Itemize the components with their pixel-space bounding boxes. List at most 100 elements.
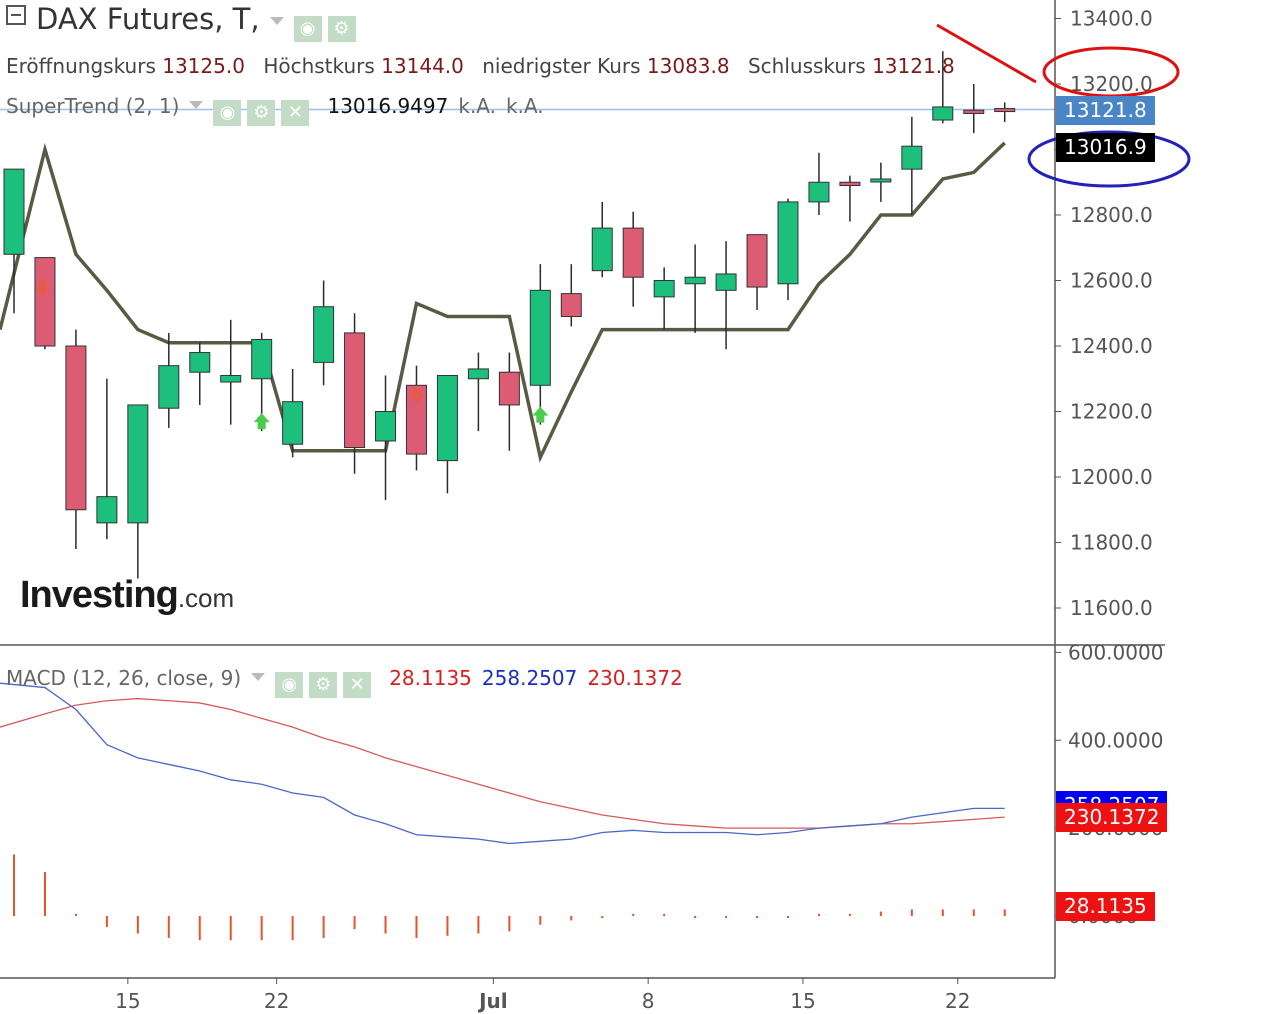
sell-signal-arrow	[408, 387, 425, 404]
eye-icon[interactable]: ◉	[275, 672, 304, 698]
supertrend-value: 13016.9497	[327, 94, 449, 118]
candle	[189, 342, 211, 405]
open-value: 13125.0	[162, 54, 245, 78]
time-tick-label: Jul	[477, 989, 508, 1013]
candle	[622, 211, 644, 307]
supertrend-price-tag: 13016.9	[1056, 132, 1155, 162]
macd-tick-label: 400.0000	[1068, 728, 1163, 752]
gear-icon[interactable]: ⚙	[327, 16, 356, 42]
candle	[963, 84, 985, 134]
candle-body	[344, 332, 366, 449]
investing-logo: Investing.com	[20, 574, 234, 617]
candle-body	[251, 338, 273, 380]
macd-line-value: 258.2507	[481, 666, 578, 690]
candle-body	[684, 276, 706, 285]
sell-signal-arrow	[34, 279, 51, 296]
time-tick-label: 22	[264, 989, 289, 1013]
candle	[498, 352, 520, 451]
time-tick-label: 8	[642, 989, 655, 1013]
macd-signal-line	[0, 697, 1005, 829]
gear-icon[interactable]: ⚙	[247, 100, 276, 126]
candle-body	[622, 227, 644, 278]
candle-body	[591, 227, 613, 272]
candle-body	[65, 345, 87, 511]
candle	[375, 375, 397, 500]
candle-body	[158, 365, 180, 409]
supertrend-label: SuperTrend (2, 1)	[6, 94, 180, 118]
eye-icon[interactable]: ◉	[213, 100, 242, 126]
chart-title-text: DAX Futures, T,	[36, 2, 260, 36]
macd-panel	[0, 682, 1006, 941]
candle-body	[34, 257, 56, 347]
axes: 11600.0 11800.0 12000.0 12200.0 12400.0 12600…	[0, 0, 1165, 1013]
candle	[405, 365, 427, 471]
candle	[870, 162, 892, 202]
candle-body	[313, 306, 335, 363]
candle	[529, 264, 551, 425]
close-icon[interactable]: ✕	[343, 672, 372, 698]
candle-body	[189, 352, 211, 373]
price-tick-label: 13400.0	[1070, 7, 1153, 31]
candle-body	[870, 178, 892, 183]
supertrend-na-1: k.A.	[458, 94, 496, 118]
logo-domain: .com	[177, 583, 235, 613]
candle-body	[3, 168, 25, 255]
candle	[746, 234, 768, 310]
candle-body	[529, 289, 551, 386]
candle	[313, 280, 335, 386]
low-label: niedrigster Kurs	[482, 54, 641, 78]
candle-body	[839, 181, 861, 187]
gear-icon[interactable]: ⚙	[309, 672, 338, 698]
time-tick-label: 22	[945, 989, 970, 1013]
candle	[467, 352, 489, 432]
time-tick-label: 15	[790, 989, 815, 1013]
candle	[777, 198, 799, 301]
candle	[839, 175, 861, 222]
price-tick-label: 12600.0	[1070, 269, 1153, 293]
supertrend-legend: SuperTrend (2, 1) ◉ ⚙ ✕ 13016.9497 k.A. k.A.	[6, 94, 544, 126]
candle-body	[405, 384, 427, 455]
buy-signal-arrow	[253, 413, 270, 430]
macd-legend: MACD (12, 26, close, 9) ◉ ⚙ ✕ 28.1135 258.250…	[6, 666, 683, 698]
chevron-down-icon[interactable]	[251, 673, 266, 681]
price-tick-label: 11800.0	[1070, 531, 1153, 555]
close-price-tag: 13121.8	[1056, 95, 1155, 125]
candle-body	[932, 106, 954, 121]
candle-body	[994, 108, 1016, 113]
candle	[282, 368, 304, 458]
supertrend-line	[0, 141, 1006, 463]
signal-line-tag: 230.1372	[1056, 802, 1168, 832]
candle-body	[467, 368, 489, 380]
price-tick-label: 11600.0	[1070, 596, 1153, 620]
candle	[994, 102, 1016, 122]
close-icon[interactable]: ✕	[281, 100, 310, 126]
candle-body	[746, 234, 768, 288]
macd-line	[0, 682, 1005, 845]
candle-body	[777, 201, 799, 285]
price-tick-label: 13200.0	[1070, 72, 1153, 96]
ohlc-legend: Eröffnungskurs 13125.0 Höchstkurs 13144.…	[6, 54, 967, 78]
close-value: 13121.8	[872, 54, 955, 78]
price-tick-label: 12200.0	[1070, 400, 1153, 424]
eye-icon[interactable]: ◉	[293, 16, 322, 42]
candle	[715, 241, 737, 350]
chart-title: DAX Futures, T, ◉ ⚙	[6, 2, 362, 42]
low-value: 13083.8	[646, 54, 730, 78]
chevron-down-icon[interactable]	[189, 101, 204, 109]
candle-body	[282, 401, 304, 445]
chevron-down-icon[interactable]	[269, 17, 284, 25]
candle	[684, 244, 706, 333]
time-tick-label: 15	[115, 989, 140, 1013]
macd-label: MACD (12, 26, close, 9)	[6, 666, 242, 690]
candle	[96, 378, 118, 540]
blue-annotation-circle	[1027, 130, 1191, 188]
candle	[344, 313, 366, 474]
candle	[560, 264, 582, 327]
open-label: Eröffnungskurs	[6, 54, 156, 78]
collapse-icon[interactable]	[6, 5, 26, 25]
candle-body	[901, 145, 923, 170]
macd-tick-label: 600.0000	[1068, 640, 1163, 664]
high-label: Höchstkurs	[263, 54, 375, 78]
close-label: Schlusskurs	[747, 54, 866, 78]
candle	[34, 257, 56, 350]
